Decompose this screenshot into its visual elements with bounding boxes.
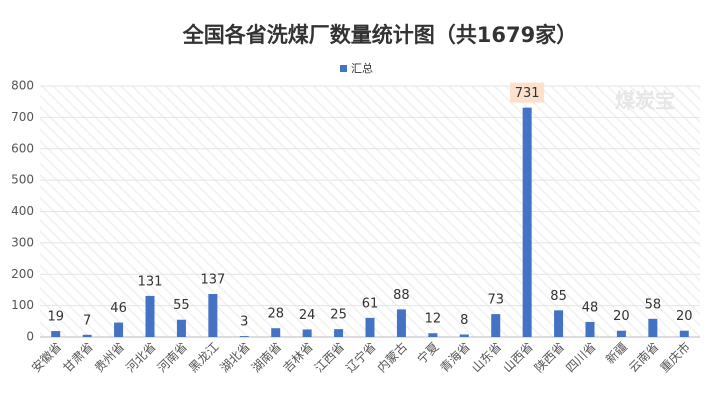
bar: [82, 334, 92, 337]
x-tick-label: 河南省: [154, 339, 190, 375]
bar: [585, 321, 595, 337]
y-tick-label: 500: [11, 173, 34, 187]
bar: [648, 318, 658, 337]
value-label: 131: [138, 274, 163, 289]
y-tick-label: 700: [11, 110, 34, 124]
value-label: 61: [362, 296, 379, 311]
bar: [302, 329, 312, 337]
bar: [679, 330, 689, 337]
x-tick-label: 甘肃省: [60, 340, 95, 375]
value-label: 8: [460, 313, 468, 328]
x-tick-label: 青海省: [437, 339, 473, 375]
x-tick-label: 湖南省: [248, 339, 284, 375]
value-label: 731: [515, 86, 540, 101]
x-tick-label: 云南省: [625, 339, 661, 375]
value-label: 58: [645, 297, 662, 312]
bar: [114, 322, 124, 337]
x-tick-label: 陕西省: [531, 339, 567, 375]
value-label: 25: [330, 308, 347, 323]
y-tick-label: 600: [11, 141, 34, 155]
chart-title: 全国各省洗煤厂数量统计图（共1679家）: [182, 23, 577, 47]
bar: [208, 294, 218, 337]
x-tick-label: 辽宁省: [343, 339, 379, 375]
value-label: 20: [676, 309, 693, 324]
value-label: 46: [110, 301, 127, 316]
legend-swatch: [340, 65, 347, 72]
x-tick-label: 重庆市: [657, 339, 693, 375]
bar: [554, 310, 564, 337]
y-tick-label: 200: [11, 267, 34, 281]
y-tick-label: 800: [11, 79, 34, 93]
value-label: 137: [200, 273, 225, 288]
y-tick-label: 400: [11, 204, 34, 218]
x-tick-label: 山东省: [469, 340, 504, 375]
bar: [616, 330, 626, 337]
bar: [491, 314, 501, 337]
value-label: 7: [83, 313, 91, 328]
legend-label: 汇总: [351, 61, 373, 75]
value-label: 88: [393, 288, 410, 303]
x-tick-label: 内蒙古: [374, 339, 410, 375]
x-tick-label: 山西省: [500, 340, 535, 375]
x-tick-label: 黑龙江: [186, 340, 221, 375]
bar: [176, 319, 186, 337]
value-label-box: [510, 82, 545, 103]
bar: [271, 328, 281, 337]
bar: [334, 329, 344, 337]
value-label: 85: [550, 289, 567, 304]
y-tick-label: 0: [26, 330, 34, 344]
y-tick-label: 300: [11, 235, 34, 249]
bar: [522, 107, 532, 338]
bar: [51, 331, 61, 337]
x-tick-label: 新疆: [602, 339, 630, 367]
value-label: 12: [425, 312, 442, 327]
bar: [459, 334, 469, 337]
value-label: 24: [299, 308, 316, 323]
x-tick-label: 河北省: [123, 340, 158, 375]
value-label: 3: [240, 315, 248, 330]
x-tick-label: 湖北省: [217, 339, 253, 375]
x-tick-label: 宁夏: [414, 339, 442, 367]
bar: [428, 333, 438, 337]
y-tick-label: 100: [11, 298, 34, 312]
bar: [145, 295, 155, 337]
value-label: 48: [582, 300, 599, 315]
value-label: 19: [47, 310, 64, 325]
x-tick-label: 江西省: [312, 340, 347, 375]
value-label: 73: [487, 293, 504, 308]
bar: [239, 336, 249, 337]
x-tick-label: 安徽省: [28, 339, 64, 375]
bar: [365, 317, 375, 337]
value-label: 20: [613, 309, 630, 324]
x-tick-label: 贵州省: [92, 340, 127, 375]
watermark: 煤炭宝: [615, 89, 675, 113]
x-tick-label: 四川省: [563, 340, 598, 375]
value-label: 28: [267, 307, 284, 322]
x-tick-label: 吉林省: [280, 340, 315, 375]
value-label: 55: [173, 298, 190, 313]
bar: [396, 309, 406, 337]
